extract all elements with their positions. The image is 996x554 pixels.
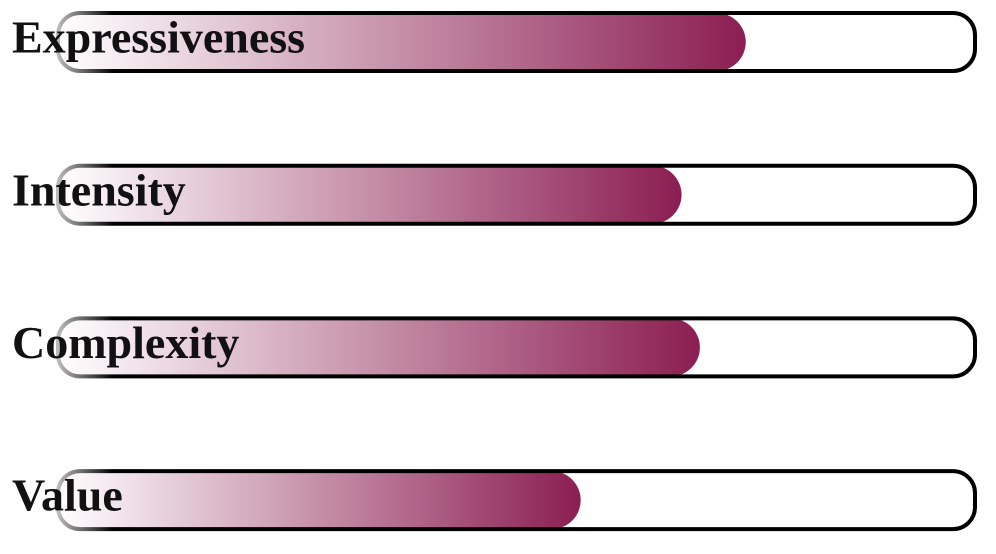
track-border xyxy=(56,469,977,532)
bar-label: Expressiveness xyxy=(12,12,305,63)
track-border xyxy=(56,163,977,226)
track-border xyxy=(56,316,977,379)
bar xyxy=(58,318,700,377)
bar-label: Intensity xyxy=(12,164,186,215)
bar-label: Complexity xyxy=(12,317,239,368)
track-border xyxy=(56,11,977,73)
bar xyxy=(58,13,746,71)
bar xyxy=(58,165,682,224)
bar-label: Value xyxy=(12,470,123,521)
bar xyxy=(58,471,581,530)
